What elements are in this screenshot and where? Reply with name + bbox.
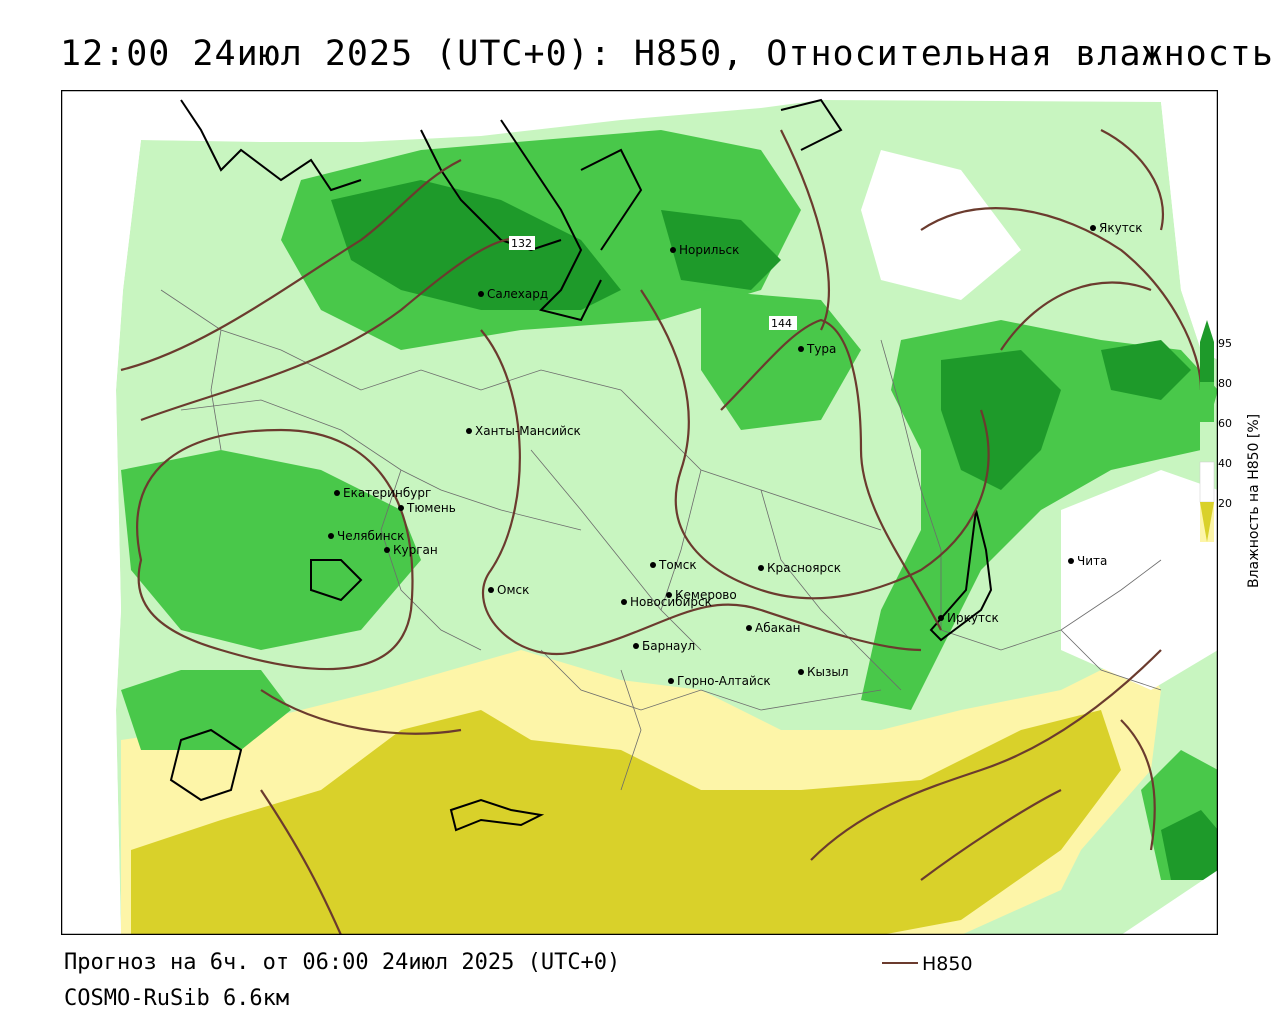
city-label: Курган: [393, 543, 438, 557]
city-dot: [650, 562, 656, 568]
svg-text:132: 132: [511, 237, 532, 250]
map-title: 12:00 24июл 2025 (UTC+0): H850, Относите…: [60, 34, 1274, 74]
city-dot: [758, 565, 764, 571]
city-dot: [668, 678, 674, 684]
very-wet-region: [331, 180, 621, 310]
city-marker: Томск: [650, 558, 697, 572]
city-dot: [633, 643, 639, 649]
city-marker: Якутск: [1090, 221, 1143, 235]
city-marker: Кызыл: [798, 665, 849, 679]
city-dot: [621, 599, 627, 605]
city-label: Челябинск: [337, 529, 404, 543]
city-dot: [328, 533, 334, 539]
city-marker: Абакан: [746, 621, 800, 635]
city-marker: Екатеринбург: [334, 486, 431, 500]
city-label: Кемерово: [675, 588, 737, 602]
baikal: [929, 509, 993, 642]
colorbar: 95 80 60 40 20: [1199, 320, 1232, 542]
city-dot: [746, 625, 752, 631]
city-marker: Тура: [798, 342, 836, 356]
colorbar-moist: [1200, 422, 1214, 462]
city-label: Красноярск: [767, 561, 841, 575]
colorbar-neutral: [1199, 461, 1215, 503]
colorbar-bottom-arrow: [1200, 502, 1214, 542]
city-layer: Якутск Норильск Салехард Тура Ханты-Мансийск…: [328, 221, 1143, 688]
city-dot: [798, 346, 804, 352]
city-label: Новосибирск: [630, 595, 712, 609]
city-marker: Иркутск: [938, 611, 999, 625]
city-label: Салехард: [487, 287, 548, 301]
h850-legend-line: [882, 962, 918, 964]
city-dot: [466, 428, 472, 434]
city-label: Томск: [658, 558, 697, 572]
contour-label-144: 144: [769, 316, 797, 330]
city-dot: [1068, 558, 1074, 564]
colorbar-tick-60: 60: [1218, 417, 1232, 430]
colorbar-top-arrow: [1200, 320, 1214, 342]
h850-legend-label: H850: [922, 953, 973, 975]
city-label: Иркутск: [947, 611, 999, 625]
city-marker: Тюмень: [398, 501, 456, 515]
city-dot: [334, 490, 340, 496]
city-marker: Горно-Алтайск: [668, 674, 771, 688]
coastlines: [169, 98, 993, 832]
colorbar-tick-40: 40: [1218, 457, 1232, 470]
city-label: Абакан: [755, 621, 800, 635]
city-marker: Омск: [488, 583, 529, 597]
city-marker: Чита: [1068, 554, 1107, 568]
city-dot: [666, 592, 672, 598]
city-dot: [1090, 225, 1096, 231]
colorbar-tick-95: 95: [1218, 337, 1232, 350]
city-label: Чита: [1077, 554, 1107, 568]
city-label: Барнаул: [642, 639, 695, 653]
city-label: Кызыл: [807, 665, 849, 679]
forecast-info: Прогноз на 6ч. от 06:00 24июл 2025 (UTC+…: [64, 950, 621, 975]
city-label: Норильск: [679, 243, 739, 257]
city-dot: [384, 547, 390, 553]
city-marker: Курган: [384, 543, 438, 557]
city-label: Екатеринбург: [343, 486, 431, 500]
city-dot: [670, 247, 676, 253]
city-marker: Ханты-Мансийск: [466, 424, 581, 438]
city-label: Тура: [806, 342, 836, 356]
city-dot: [478, 291, 484, 297]
wet-region-west: [121, 450, 421, 650]
city-label: Омск: [497, 583, 529, 597]
city-marker: Салехард: [478, 287, 548, 301]
colorbar-tick-20: 20: [1218, 497, 1232, 510]
colorbar-very-wet: [1200, 342, 1214, 382]
humidity-map: 132 144 Якутск Норильск Салехард Тура Ханты-…: [61, 90, 1218, 935]
h850-contours: [120, 129, 1203, 935]
colorbar-tick-80: 80: [1218, 377, 1232, 390]
city-marker: Барнаул: [633, 639, 695, 653]
svg-text:144: 144: [771, 317, 792, 330]
city-dot: [488, 587, 494, 593]
admin-borders: [160, 289, 1162, 791]
city-marker: Новосибирск: [621, 595, 712, 609]
city-dot: [398, 505, 404, 511]
city-dot: [938, 615, 944, 621]
city-marker: Красноярск: [758, 561, 841, 575]
city-label: Якутск: [1099, 221, 1143, 235]
colorbar-label: Влажность на H850 [%]: [1246, 413, 1262, 588]
contour-label-132: 132: [509, 236, 535, 250]
city-marker: Челябинск: [328, 529, 404, 543]
model-name: COSMO-RuSib 6.6км: [64, 986, 290, 1011]
city-label: Горно-Алтайск: [677, 674, 771, 688]
city-label: Ханты-Мансийск: [475, 424, 581, 438]
very-dry-region: [131, 710, 1121, 935]
city-label: Тюмень: [406, 501, 456, 515]
city-dot: [798, 669, 804, 675]
city-marker: Норильск: [670, 243, 739, 257]
city-marker: Кемерово: [666, 588, 737, 602]
colorbar-wet: [1200, 382, 1214, 422]
